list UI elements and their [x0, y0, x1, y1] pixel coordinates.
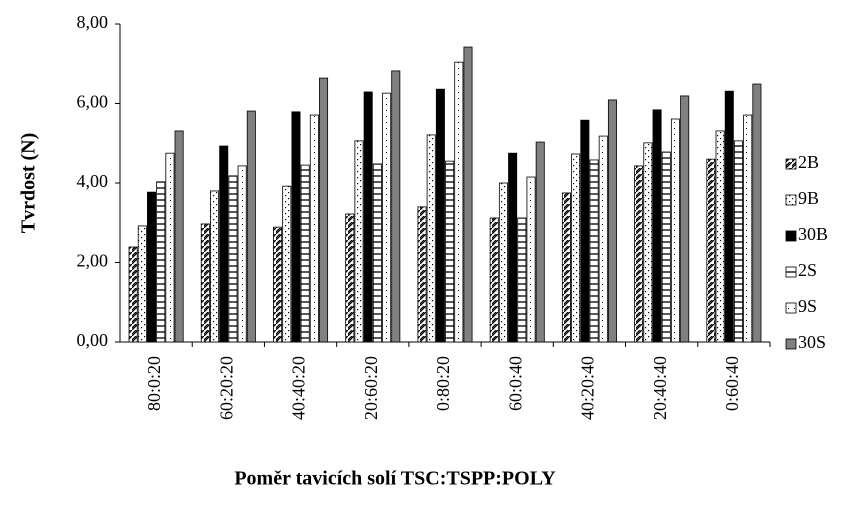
bar	[210, 190, 220, 343]
legend-label: 2B	[798, 152, 819, 172]
y-tick-label: 4,00	[77, 171, 109, 191]
legend-swatch	[785, 194, 797, 206]
bar	[752, 83, 762, 343]
bar	[463, 46, 473, 343]
bar	[354, 140, 364, 343]
bar	[282, 185, 292, 343]
x-tick-label: 40:20:40	[578, 356, 598, 420]
bar	[246, 110, 256, 343]
bar	[715, 130, 725, 343]
bar	[508, 152, 518, 343]
y-tick-label: 6,00	[77, 92, 109, 112]
x-tick-label: 60:20:20	[216, 356, 236, 420]
bar	[670, 118, 680, 343]
bar	[535, 141, 545, 343]
legend-swatch	[785, 338, 797, 350]
bar	[652, 109, 662, 343]
bar	[607, 99, 617, 343]
legend-label: 30B	[798, 224, 828, 244]
bar	[561, 192, 571, 343]
bar	[291, 111, 301, 343]
bar	[382, 92, 392, 343]
x-tick-label: 20:40:40	[650, 356, 670, 420]
bar	[147, 191, 157, 343]
legend-label: 9S	[798, 296, 817, 316]
y-tick-label: 2,00	[77, 251, 109, 271]
bar	[174, 130, 184, 343]
y-tick-label: 8,00	[77, 12, 109, 32]
bar	[445, 160, 455, 343]
legend-label: 2S	[798, 260, 817, 280]
bar	[300, 164, 310, 343]
legend-label: 9B	[798, 188, 819, 208]
bar	[417, 206, 427, 343]
bar	[237, 165, 247, 343]
legend-swatch	[785, 158, 797, 170]
x-axis-title: Poměr tavicích solí TSC:TSPP:POLY	[234, 468, 556, 490]
bar	[598, 135, 608, 343]
bar	[128, 246, 138, 343]
bar	[571, 153, 581, 343]
bar	[580, 119, 590, 343]
bar	[319, 77, 329, 343]
bar	[165, 152, 175, 343]
bar	[634, 165, 644, 343]
bar	[391, 70, 401, 343]
x-tick-label: 80:0:20	[144, 356, 164, 411]
bar	[724, 90, 734, 343]
bar	[309, 114, 319, 343]
bar	[743, 114, 753, 343]
x-tick-label: 40:40:20	[289, 356, 309, 420]
bar	[273, 226, 283, 343]
bar	[526, 176, 536, 343]
bar	[137, 225, 147, 343]
bar	[454, 61, 464, 343]
bar	[680, 95, 690, 343]
bar	[435, 88, 445, 343]
bar	[345, 213, 355, 343]
bar	[156, 181, 166, 343]
bar	[733, 140, 743, 343]
x-tick-label: 0:80:20	[433, 356, 453, 411]
y-axis-title: Tvrdost (N)	[18, 133, 40, 234]
bar	[643, 142, 653, 343]
x-tick-label: 0:60:40	[722, 356, 742, 411]
bar	[498, 182, 508, 343]
x-tick-label: 20:60:20	[361, 356, 381, 420]
bar	[363, 91, 373, 343]
bar	[426, 134, 436, 343]
bar	[200, 223, 210, 343]
y-tick-label: 0,00	[77, 330, 109, 350]
legend-swatch	[785, 302, 797, 314]
legend-label: 30S	[798, 332, 826, 352]
bar	[517, 217, 527, 343]
bar	[219, 145, 229, 343]
legend-swatch	[785, 230, 797, 242]
x-tick-label: 60:0:40	[505, 356, 525, 411]
bar	[661, 151, 671, 343]
bar	[372, 163, 382, 343]
bar	[228, 175, 238, 343]
bar	[489, 217, 499, 343]
legend-swatch	[785, 266, 797, 278]
bar	[589, 159, 599, 343]
bar	[706, 158, 716, 343]
